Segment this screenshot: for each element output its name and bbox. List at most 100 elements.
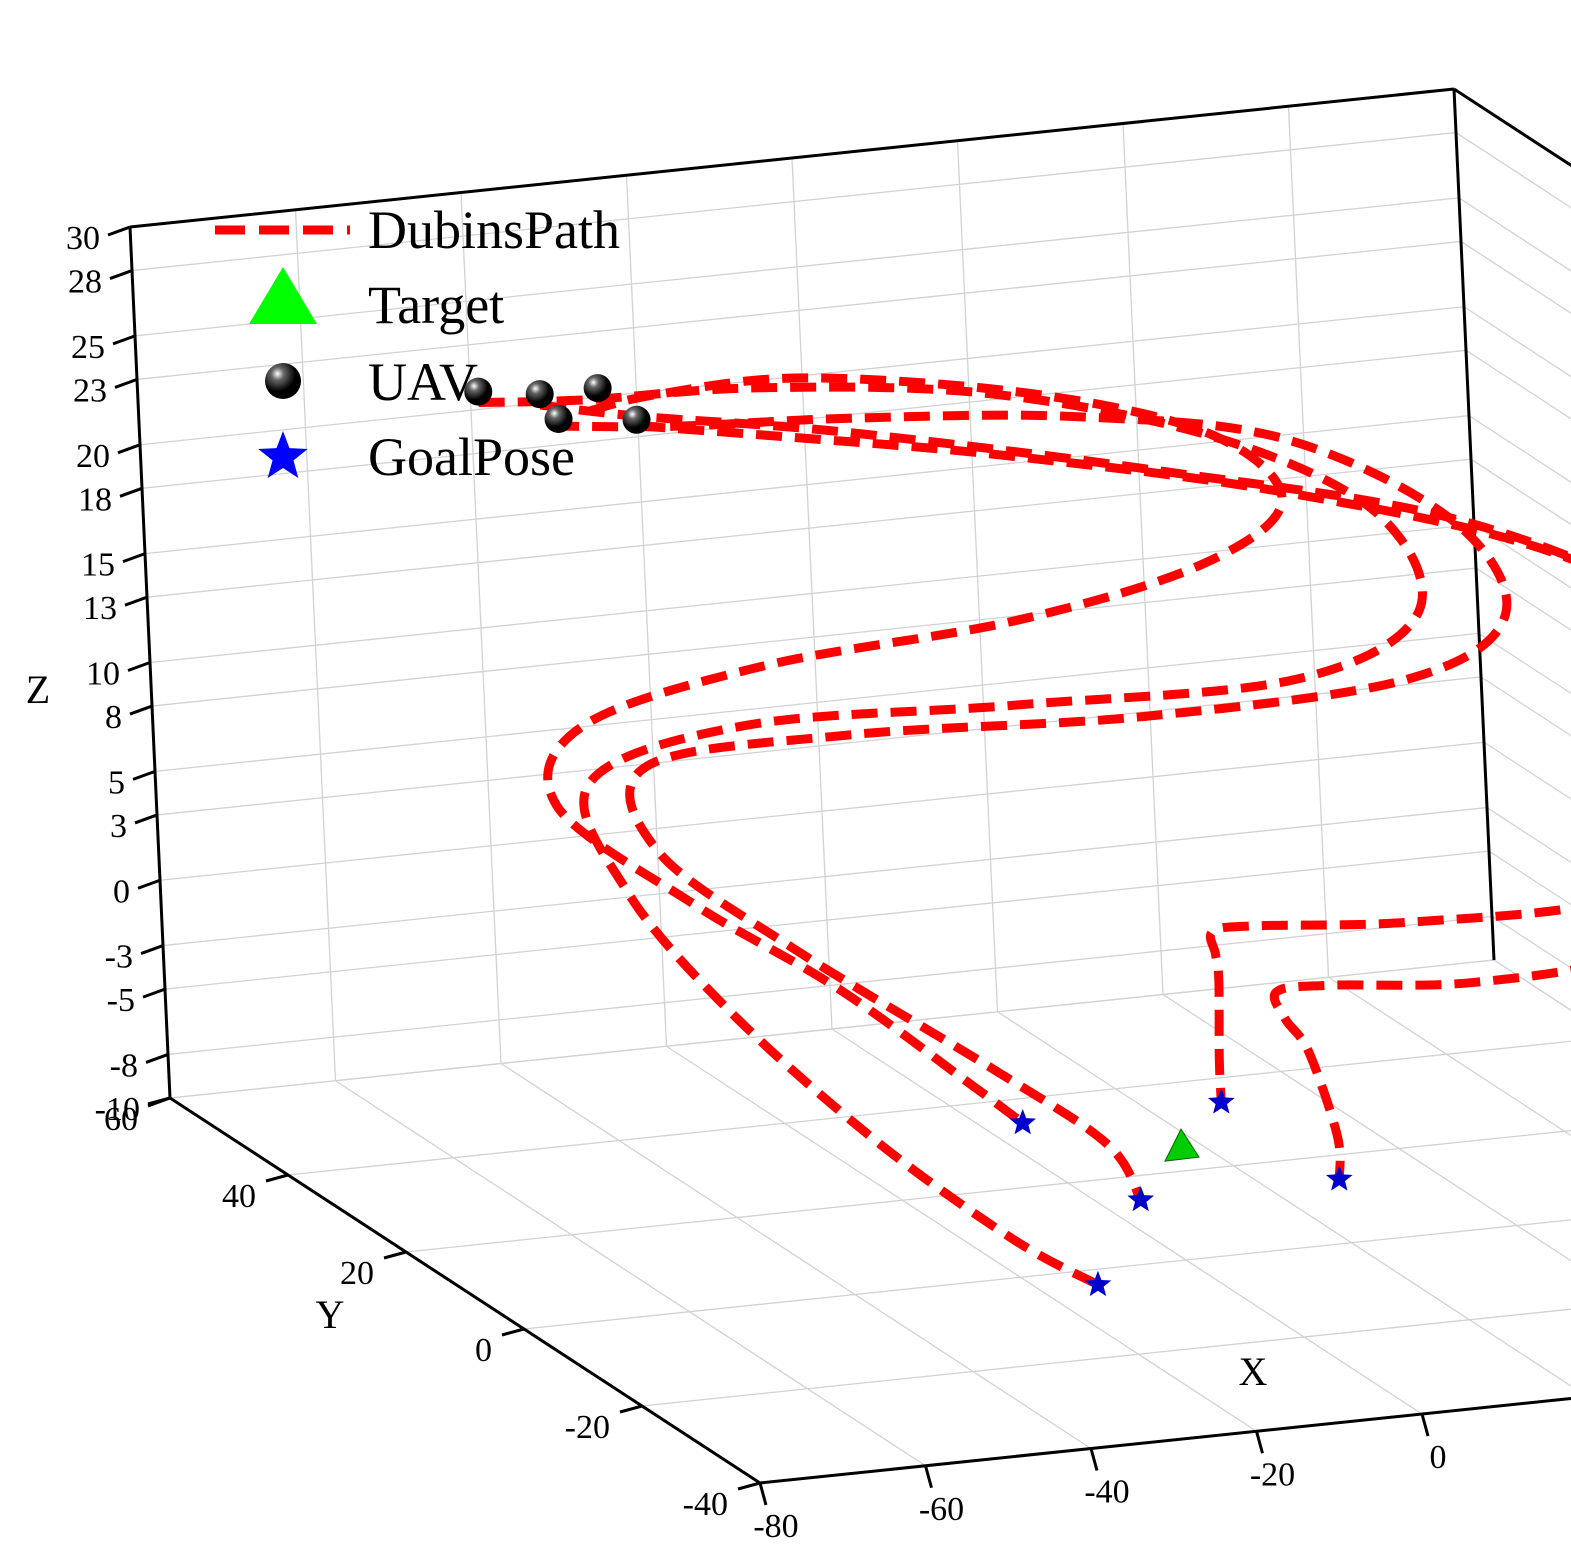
axis-edge — [1453, 87, 1571, 168]
grid-line — [500, 1062, 1092, 1450]
grid-line — [134, 197, 1460, 337]
y-tick — [265, 1173, 289, 1183]
grid-line — [136, 240, 1462, 381]
z-tick-label: 18 — [78, 481, 112, 518]
y-tick — [501, 1327, 525, 1337]
sphere-icon-shape — [265, 363, 301, 399]
grid-line — [1465, 349, 1571, 420]
y-tick — [383, 1250, 407, 1260]
z-tick — [107, 225, 131, 237]
goalpose-marker — [1207, 1088, 1235, 1114]
grid-line — [169, 959, 1495, 1099]
grid-line — [1480, 676, 1571, 737]
dubins-path-4 — [553, 410, 1512, 1203]
z-tick — [127, 661, 151, 672]
z-tick-label: 28 — [68, 264, 102, 301]
x-tick — [1255, 1430, 1264, 1454]
z-tick-label: 0 — [113, 873, 130, 910]
grid-line — [641, 1308, 1571, 1407]
legend-target-label: Target — [368, 275, 504, 335]
uav-marker — [622, 405, 651, 434]
z-tick-label: 30 — [66, 220, 100, 257]
grid-line — [1493, 959, 1571, 1012]
legend: DubinsPath Target UAV GoalPose — [215, 200, 620, 487]
x-tick — [758, 1482, 768, 1506]
grid-line — [167, 915, 1493, 1056]
grid-line — [523, 1219, 1571, 1330]
dubins-path-1 — [639, 421, 1571, 1180]
axis-ticks: -10 -8 -5 -3 0 3 5 8 10 13 15 18 20 23 25 28 30 -40 -20 0 20… — [66, 220, 1447, 1545]
z-tick — [122, 552, 146, 564]
x-tick — [1089, 1448, 1099, 1471]
legend-triangle-icon — [249, 267, 317, 324]
legend-star-icon — [258, 431, 308, 479]
legend-uav-label: UAV — [368, 352, 478, 412]
grid-line — [131, 131, 1457, 272]
grid-line — [1470, 458, 1571, 526]
z-tick — [145, 1053, 169, 1064]
y-axis-title: Y — [316, 1292, 345, 1337]
z-tick-label: 23 — [73, 372, 107, 409]
grid-line — [759, 1397, 1571, 1484]
series-layer — [478, 373, 1571, 1289]
x-tick-label: -60 — [919, 1491, 964, 1528]
uav-marker — [525, 380, 554, 409]
grid-line — [831, 1028, 1423, 1415]
grid-line — [1483, 741, 1571, 800]
z-tick-label: 25 — [71, 329, 105, 366]
x-tick-label: -80 — [753, 1508, 798, 1545]
z-tick-label: 3 — [110, 808, 127, 845]
z-tick — [129, 704, 153, 716]
dubins-path-3 — [543, 373, 1287, 1127]
grid-layer — [129, 88, 1571, 1484]
grid-line — [1455, 132, 1571, 209]
grid-line — [1468, 415, 1571, 483]
goalpose-marker — [1325, 1165, 1353, 1191]
y-tick — [147, 1096, 171, 1106]
y-tick-label: 0 — [475, 1332, 492, 1369]
z-tick — [124, 595, 148, 607]
z-tick — [112, 334, 136, 346]
x-tick-label: 0 — [1430, 1439, 1447, 1476]
grid-line — [156, 676, 1482, 816]
z-axis-title: Z — [26, 667, 50, 712]
axis-edge — [169, 1096, 761, 1485]
z-tick — [109, 269, 133, 280]
grid-line — [151, 567, 1477, 707]
x-axis-title: X — [1239, 1349, 1268, 1394]
marker-layer — [464, 374, 1353, 1297]
grid-line — [1328, 976, 1571, 1137]
grid-line — [1458, 197, 1571, 272]
uav-marker — [544, 404, 573, 433]
y-tick-label: 60 — [104, 1101, 138, 1138]
legend-sphere-icon — [265, 363, 301, 399]
dubins-path-2 — [539, 400, 1571, 1103]
grid-line — [159, 741, 1485, 881]
y-tick-label: -20 — [565, 1409, 610, 1446]
grid-line — [149, 523, 1475, 664]
z-tick-label: -3 — [105, 939, 133, 976]
goalpose-marker — [1084, 1270, 1112, 1297]
z-tick — [137, 878, 161, 890]
grid-line — [1453, 88, 1571, 167]
z-tick-label: 10 — [86, 656, 120, 693]
axis-edge — [129, 87, 1455, 229]
grid-line — [666, 1045, 1257, 1432]
grid-line — [164, 850, 1490, 990]
grid-line — [162, 806, 1488, 947]
uav-marker — [464, 377, 493, 406]
z-tick-label: -10 — [95, 1091, 140, 1128]
z-tick — [119, 486, 143, 498]
z-tick-label: 5 — [108, 764, 125, 801]
z-tick — [114, 378, 138, 389]
z-tick — [140, 944, 164, 955]
y-tick — [737, 1481, 761, 1491]
z-tick-label: -8 — [110, 1047, 138, 1084]
z-tick-label: -5 — [107, 982, 135, 1019]
grid-line — [1460, 240, 1571, 314]
grid-line — [335, 1080, 926, 1467]
y-tick — [619, 1404, 643, 1414]
grid-line — [1162, 993, 1571, 1262]
z-tick-label: 20 — [76, 438, 110, 475]
